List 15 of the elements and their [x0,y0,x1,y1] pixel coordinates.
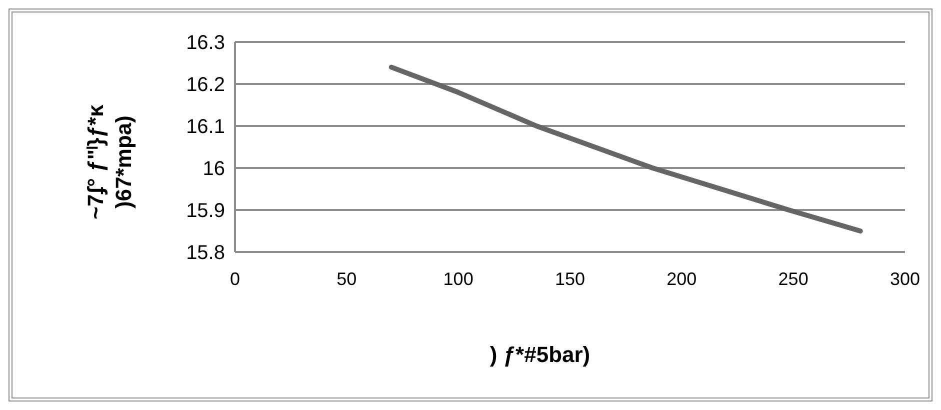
x-tick-label: 0 [230,269,240,289]
y-tick-label: 16.1 [186,116,225,138]
y-tick-label: 16.3 [186,32,225,54]
y-tick-label: 15.8 [186,242,225,264]
y-axis-title: ~7ʄ° ƒ"ˡ}ƒ*ĸ )67*mpa) [83,104,136,220]
x-axis-title: ) ƒ*#5bar) [490,342,590,367]
x-tick-label: 250 [778,269,808,289]
y-tick-label: 15.9 [186,200,225,222]
y-tick-label: 16.2 [186,74,225,96]
x-tick-label: 50 [336,269,357,289]
x-tick-label: 200 [666,269,697,289]
y-tick-label: 16 [202,158,225,180]
x-tick-label: 300 [890,269,920,289]
x-tick-label: 100 [443,269,474,289]
x-tick-label: 150 [554,269,586,289]
